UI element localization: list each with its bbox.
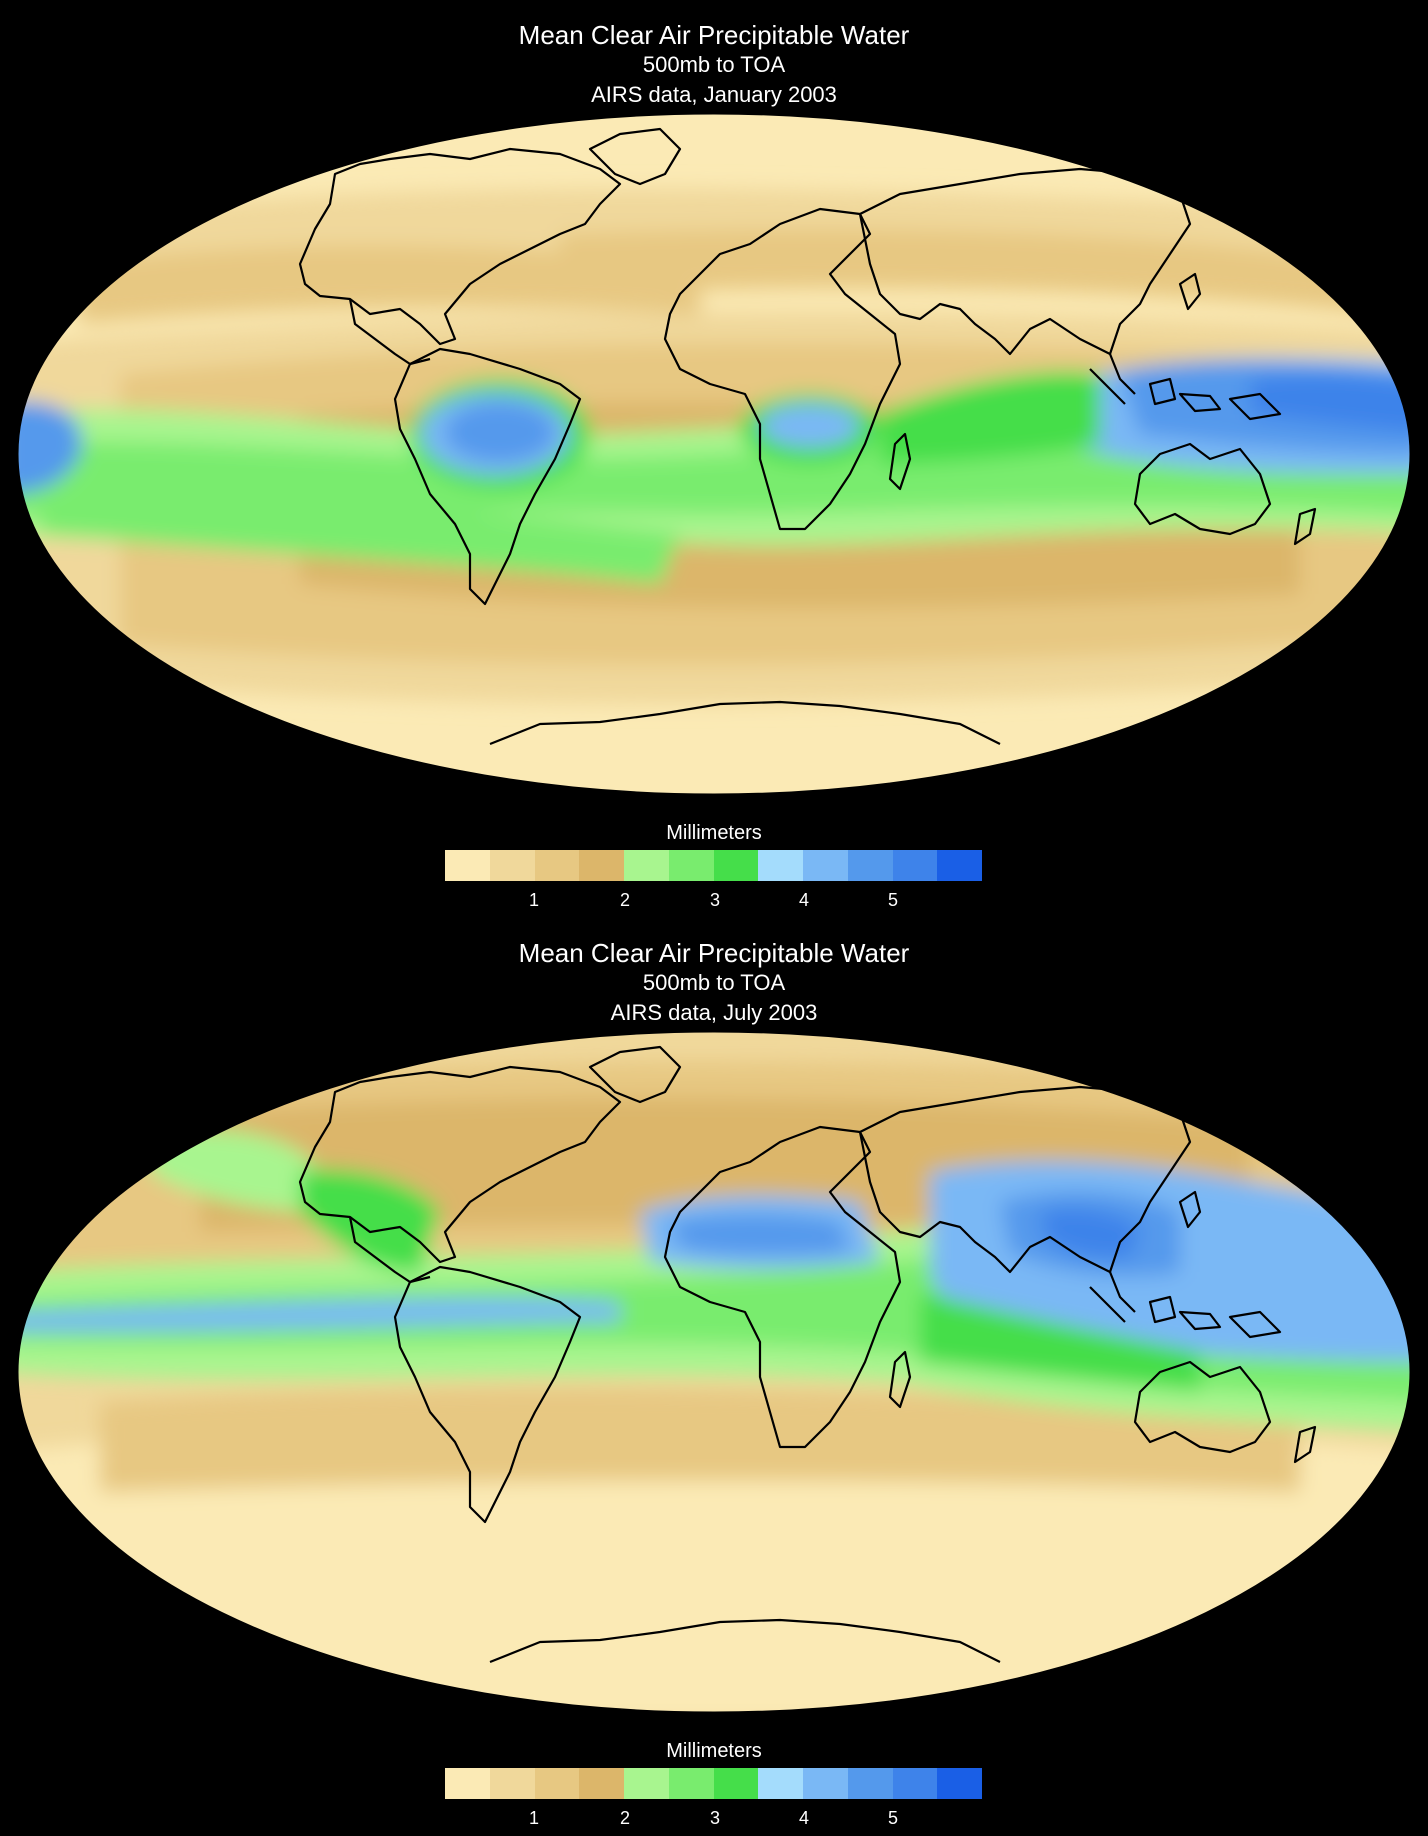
- legend-tick: 4: [798, 1808, 810, 1828]
- map-title: Mean Clear Air Precipitable Water: [518, 938, 910, 968]
- legend-swatch: [534, 850, 580, 881]
- legend-swatch: [892, 1768, 938, 1799]
- legend-title: Millimeters: [666, 822, 762, 844]
- legend-swatch: [579, 850, 624, 881]
- legend-swatch: [937, 850, 982, 881]
- map-source: AIRS data, July 2003: [610, 1000, 818, 1025]
- legend-swatch: [713, 850, 759, 881]
- legend-swatch: [489, 1768, 535, 1799]
- legend-tick: 1: [528, 1808, 540, 1828]
- legend-tick: 3: [709, 890, 721, 910]
- legend-swatch: [892, 850, 938, 881]
- july-titles: Mean Clear Air Precipitable Water 500mb …: [0, 938, 1428, 1028]
- legend-swatch: [713, 1768, 759, 1799]
- july-panel: Mean Clear Air Precipitable Water 500mb …: [0, 918, 1428, 1836]
- legend-title: Millimeters: [666, 1740, 762, 1762]
- legend-tick: 2: [619, 1808, 631, 1828]
- january-titles: Mean Clear Air Precipitable Water 500mb …: [0, 20, 1428, 110]
- legend-tick: 2: [619, 890, 631, 910]
- legend-swatch: [624, 1768, 669, 1799]
- july-map: [17, 1032, 1411, 1713]
- legend-tick: 3: [709, 1808, 721, 1828]
- color-legend-bar: [445, 850, 982, 881]
- legend-swatch: [847, 1768, 893, 1799]
- legend-swatch: [937, 1768, 982, 1799]
- january-panel: Mean Clear Air Precipitable Water 500mb …: [0, 20, 1428, 910]
- legend-swatch: [489, 850, 535, 881]
- legend-swatch: [624, 850, 669, 881]
- legend-swatch: [579, 1768, 624, 1799]
- legend-swatch: [534, 1768, 580, 1799]
- legend-swatch: [445, 850, 490, 881]
- legend-swatch: [758, 850, 803, 881]
- legend-swatch: [803, 850, 848, 881]
- legend-swatch: [445, 1768, 490, 1799]
- map-title: Mean Clear Air Precipitable Water: [518, 20, 910, 50]
- map-subtitle: 500mb to TOA: [642, 52, 786, 77]
- legend-swatch: [758, 1768, 803, 1799]
- legend-tick: 4: [798, 890, 810, 910]
- legend-swatch: [668, 850, 714, 881]
- legend-tick: 1: [528, 890, 540, 910]
- legend-tick: 5: [887, 1808, 899, 1828]
- legend-swatch: [668, 1768, 714, 1799]
- map-subtitle: 500mb to TOA: [642, 970, 786, 995]
- legend-tick: 5: [887, 890, 899, 910]
- legend-swatch: [803, 1768, 848, 1799]
- map-source: AIRS data, January 2003: [591, 82, 837, 107]
- january-map: [17, 114, 1411, 795]
- color-legend-bar: [445, 1768, 982, 1799]
- legend-swatch: [847, 850, 893, 881]
